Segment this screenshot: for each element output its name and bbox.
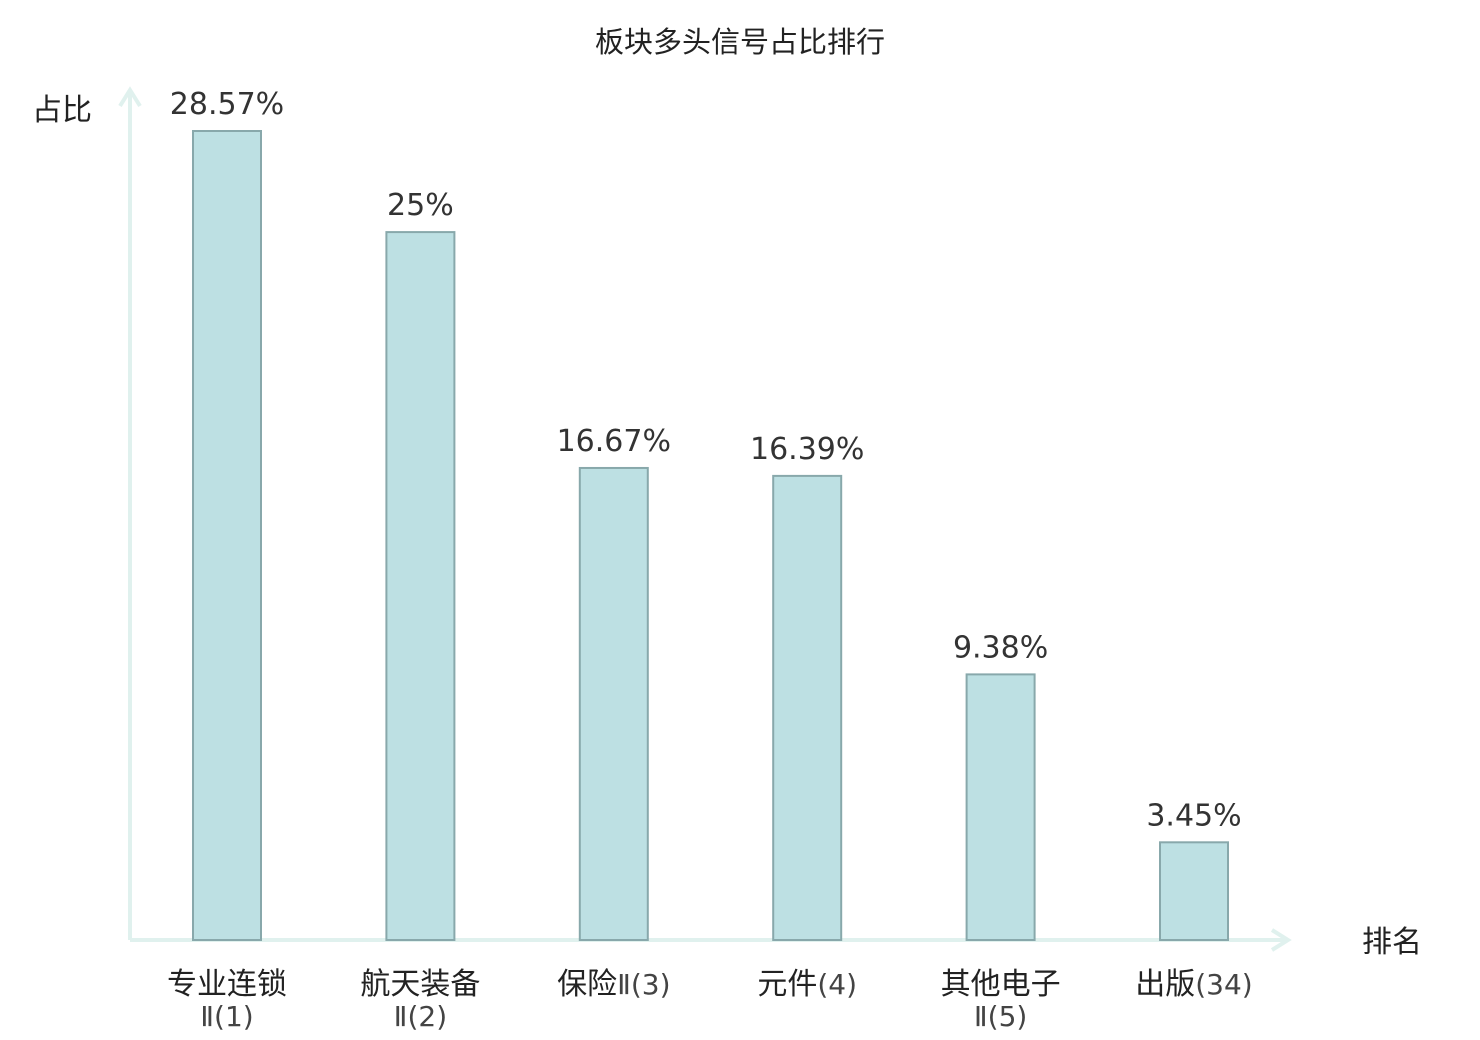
bars — [192, 130, 1229, 941]
bar-value-label: 9.38% — [953, 630, 1048, 665]
category-labels: 专业连锁 Ⅱ(1) 航天装备 Ⅱ(2) 保险Ⅱ(3) 元件(4) 其他电子 Ⅱ(5) 出版(34… — [167, 967, 1253, 1033]
x-tick-label: 其他电子 Ⅱ(5) — [941, 967, 1061, 1033]
bar-value-label: 3.45% — [1146, 798, 1241, 833]
x-tick-label: 出版(34) — [1135, 967, 1252, 1002]
bar — [772, 474, 843, 941]
bar — [578, 466, 649, 941]
x-tick-label: 保险Ⅱ(3) — [557, 967, 670, 1002]
x-tick-rank: (4) — [817, 968, 857, 1001]
x-tick-rank: Ⅱ(2) — [394, 1000, 447, 1033]
x-axis: 排名 — [130, 925, 1422, 960]
value-labels: 28.57% 25% 16.67% 16.39% 9.38% 3.45% — [170, 87, 1242, 833]
bar-value-label: 16.39% — [750, 432, 864, 467]
x-tick-rank: Ⅱ(3) — [617, 968, 670, 1001]
x-axis-label: 排名 — [1362, 925, 1422, 960]
x-tick-label: 专业连锁 Ⅱ(1) — [167, 967, 287, 1033]
x-tick-name: 航天装备 — [360, 967, 480, 1002]
y-axis-arrow — [118, 86, 142, 108]
bar — [1159, 841, 1229, 941]
chart-title: 板块多头信号占比排行 — [595, 25, 885, 59]
x-tick-name: 出版 — [1135, 967, 1195, 1002]
bar — [385, 231, 456, 941]
x-tick-rank: Ⅱ(1) — [200, 1000, 253, 1033]
x-tick-name: 其他电子 — [941, 967, 1061, 1002]
x-axis-arrow — [1270, 928, 1292, 952]
x-tick-rank: (34) — [1195, 968, 1252, 1001]
x-tick-label: 元件(4) — [757, 967, 857, 1002]
bar — [965, 673, 1036, 941]
y-axis: 占比 — [32, 86, 142, 940]
bar-value-label: 28.57% — [170, 87, 284, 122]
x-tick-name: 元件 — [757, 967, 817, 1002]
x-tick-name: 保险 — [557, 967, 617, 1002]
x-tick-label: 航天装备 Ⅱ(2) — [360, 967, 480, 1033]
x-tick-rank: Ⅱ(5) — [974, 1000, 1027, 1033]
x-tick-name: 专业连锁 — [167, 967, 287, 1002]
bar-value-label: 16.67% — [557, 424, 671, 459]
y-axis-label: 占比 — [32, 93, 92, 128]
bar-value-label: 25% — [387, 188, 454, 223]
bar — [192, 130, 262, 941]
